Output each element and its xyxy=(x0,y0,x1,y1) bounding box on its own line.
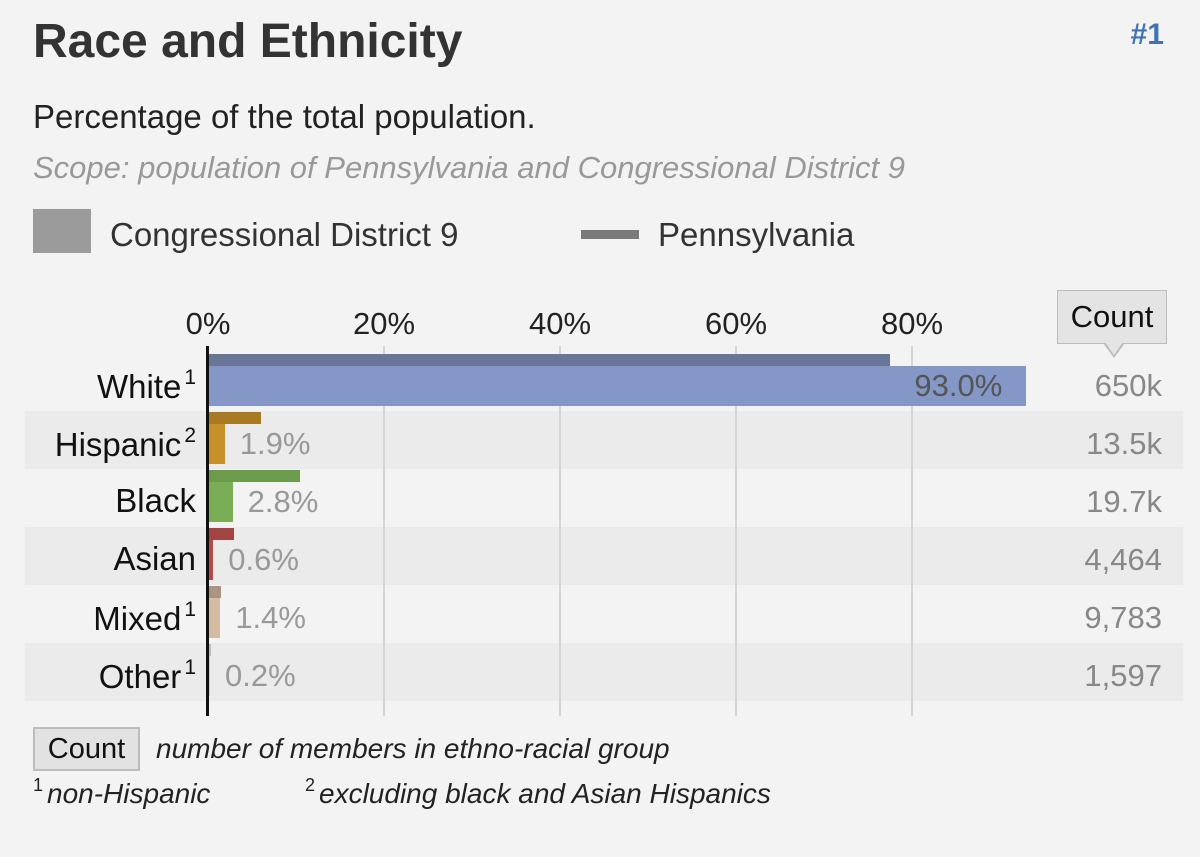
category-footnote-mark: 1 xyxy=(184,598,196,621)
legend-label-district: Congressional District 9 xyxy=(110,216,459,253)
bar-pennsylvania xyxy=(208,470,301,482)
y-axis-line xyxy=(206,346,209,716)
legend-swatch-state xyxy=(581,230,639,239)
value-label: 0.6% xyxy=(228,542,299,577)
category-footnote-mark: 2 xyxy=(184,424,196,447)
category-label: Black xyxy=(115,482,196,520)
value-label: 1.9% xyxy=(239,426,311,461)
count-value: 650k xyxy=(1094,368,1162,403)
row-background xyxy=(25,411,1183,469)
gridline xyxy=(559,346,561,716)
gridline xyxy=(383,346,385,716)
bar-district xyxy=(208,424,225,464)
count-value: 9,783 xyxy=(1084,600,1162,635)
x-tick-label: 20% xyxy=(352,306,416,341)
chart-scope: Scope: population of Pennsylvania and Co… xyxy=(33,150,905,185)
value-label: 93.0% xyxy=(914,368,1003,403)
count-value: 19.7k xyxy=(1086,484,1162,519)
row-background xyxy=(25,527,1183,585)
value-label: 2.8% xyxy=(247,484,319,519)
bar-pennsylvania xyxy=(208,412,261,424)
count-column-header[interactable]: Count xyxy=(1057,290,1167,344)
x-tick-label: 80% xyxy=(880,306,944,341)
bar-district xyxy=(208,598,221,638)
chart-subtitle: Percentage of the total population. xyxy=(33,98,536,135)
count-value: 4,464 xyxy=(1084,542,1162,577)
row-background xyxy=(25,585,1183,643)
category-footnote-mark: 1 xyxy=(184,366,196,389)
category-footnote-mark: 1 xyxy=(184,656,196,679)
bar-district xyxy=(208,366,1027,406)
footnote-1-mark: 1 xyxy=(33,775,44,795)
category-label: Other 1 xyxy=(99,656,196,696)
count-value: 1,597 xyxy=(1084,658,1162,693)
footnote-1-text: non-Hispanic xyxy=(47,778,211,809)
x-tick-label: 60% xyxy=(704,306,768,341)
category-name: Black xyxy=(115,482,196,519)
category-label: Mixed 1 xyxy=(93,598,196,638)
count-legend-button[interactable]: Count xyxy=(33,727,140,771)
footnote-2: 2 excluding black and Asian Hispanics xyxy=(305,775,771,810)
count-pointer-icon-fill xyxy=(1105,342,1123,355)
bar-pennsylvania xyxy=(208,528,235,540)
legend-label-state: Pennsylvania xyxy=(658,216,855,253)
count-value: 13.5k xyxy=(1086,426,1162,461)
footnote-1: 1 non-Hispanic xyxy=(33,775,210,810)
x-tick-label: 40% xyxy=(528,306,592,341)
category-name: Asian xyxy=(113,540,196,577)
category-name: Mixed xyxy=(93,600,182,637)
category-label: White 1 xyxy=(97,366,196,406)
row-background xyxy=(25,469,1183,527)
bar-district xyxy=(208,540,214,580)
category-label: Asian xyxy=(113,540,196,578)
bar-district xyxy=(208,482,233,522)
row-background xyxy=(25,643,1183,701)
rank-link[interactable]: #1 xyxy=(1130,18,1164,51)
bar-pennsylvania xyxy=(208,354,890,366)
page-title: Race and Ethnicity xyxy=(33,15,463,68)
x-tick-label: 0% xyxy=(185,306,231,341)
category-label: Hispanic 2 xyxy=(55,424,196,464)
footnote-2-mark: 2 xyxy=(305,775,316,795)
category-name: White xyxy=(96,368,182,405)
bar-pennsylvania xyxy=(208,586,222,598)
category-name: Other xyxy=(98,658,182,695)
gridline xyxy=(911,346,913,716)
legend-swatch-district xyxy=(33,209,91,253)
footnote-2-text: excluding black and Asian Hispanics xyxy=(319,778,771,809)
gridline xyxy=(735,346,737,716)
value-label: 1.4% xyxy=(235,600,306,635)
bar-district xyxy=(208,656,210,696)
count-legend-description: number of members in ethno-racial group xyxy=(156,733,670,764)
bar-pennsylvania xyxy=(208,644,211,656)
value-label: 0.2% xyxy=(225,658,296,693)
category-name: Hispanic xyxy=(54,426,182,463)
